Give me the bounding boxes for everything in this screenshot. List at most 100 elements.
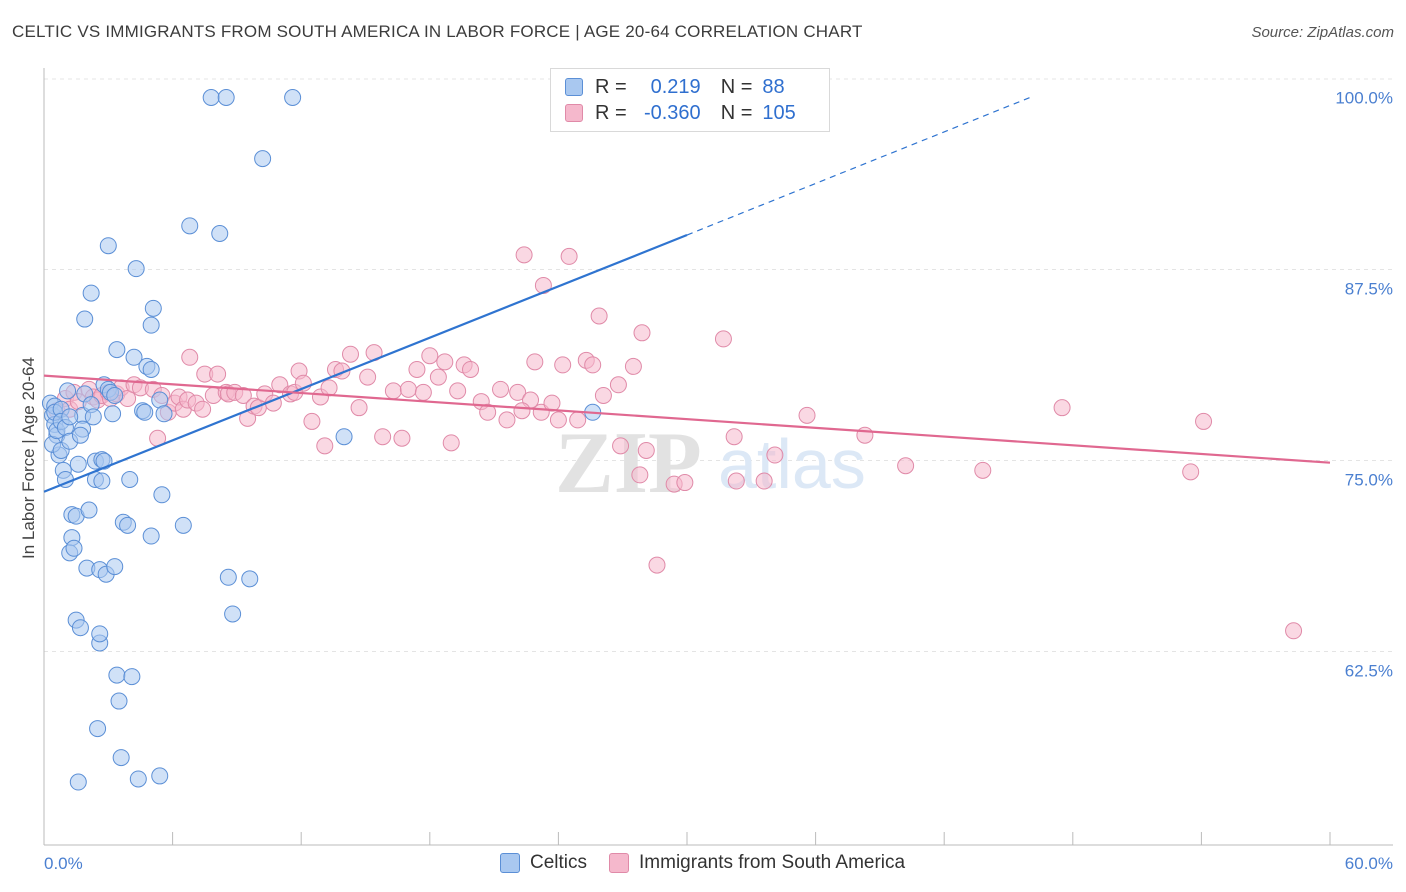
celtics-point [125, 348, 143, 366]
immigrants-point [414, 383, 432, 401]
celtics-point [71, 426, 89, 444]
immigrants-point [676, 474, 694, 492]
legend-row-immigrants: R = -0.360 N = 105 [565, 100, 796, 126]
immigrants-point [492, 380, 510, 398]
celtics-point [219, 568, 237, 586]
immigrants-point [974, 461, 992, 479]
celtics-point [144, 299, 162, 317]
immigrants-point [1053, 399, 1071, 417]
immigrants-point [584, 356, 602, 374]
immigrants-swatch [565, 104, 583, 122]
legend-item-immigrants[interactable]: Immigrants from South America [609, 852, 905, 874]
celtics-point [254, 150, 272, 168]
immigrants-point [408, 360, 426, 378]
immigrants-point [436, 353, 454, 371]
celtics-point [224, 605, 242, 623]
stats-legend: R = 0.219 N = 88 R = -0.360 N = 105 [550, 68, 830, 132]
celtics-point [108, 666, 126, 684]
immigrants-legend-swatch [609, 853, 630, 873]
immigrants-point [560, 247, 578, 265]
n-label: N = [720, 101, 753, 124]
n-value: 105 [762, 101, 796, 124]
celtics-legend-label: Celtics [530, 852, 588, 873]
celtics-point [69, 773, 87, 791]
immigrants-point [498, 411, 516, 429]
celtics-point [121, 471, 139, 488]
immigrants-point [1182, 463, 1200, 481]
immigrants-point [462, 360, 480, 378]
immigrants-trend-line [43, 374, 1331, 464]
celtics-point [119, 516, 137, 534]
series-legend: Celtics Immigrants from South America [500, 852, 927, 874]
celtics-trend-line [43, 233, 688, 493]
celtics-point [99, 237, 117, 255]
gridlines [44, 78, 1393, 652]
n-label: N = [720, 75, 753, 98]
celtics-point [82, 284, 100, 302]
immigrants-point [181, 348, 199, 366]
immigrants-point [609, 376, 627, 394]
celtics-point [142, 360, 160, 378]
celtics-point [89, 720, 107, 738]
celtics-point [69, 455, 87, 473]
immigrants-point [384, 382, 402, 400]
celtics-point [136, 403, 154, 421]
x-tick-label-min: 0.0% [44, 854, 83, 873]
celtics-point [108, 341, 126, 359]
immigrants-point [755, 472, 773, 490]
immigrants-point [359, 368, 377, 386]
immigrants-point [624, 357, 642, 375]
r-label: R = [595, 101, 627, 124]
y-tick-labels: 100.0% 87.5% 75.0% 62.5% [1335, 89, 1393, 681]
x-tick-label-max: 60.0% [1345, 854, 1393, 873]
legend-row-celtics: R = 0.219 N = 88 [565, 74, 785, 100]
immigrants-point [594, 386, 612, 404]
celtics-point [151, 767, 169, 785]
n-value: 88 [762, 75, 785, 98]
immigrants-point [766, 446, 784, 464]
immigrants-point [1195, 412, 1213, 430]
y-tick-label: 100.0% [1335, 89, 1393, 108]
celtics-point [61, 408, 79, 426]
immigrants-point [727, 472, 745, 490]
immigrants-point [513, 402, 531, 420]
y-tick-label: 62.5% [1345, 662, 1393, 681]
celtics-point [127, 260, 145, 278]
legend-item-celtics[interactable]: Celtics [500, 852, 587, 874]
celtics-point [80, 501, 98, 519]
immigrants-point [399, 380, 417, 398]
celtics-point [174, 516, 192, 534]
source-credit: Source: ZipAtlas.com [1251, 24, 1394, 41]
celtics-point [123, 668, 141, 686]
celtics-point [110, 692, 128, 710]
celtics-point [181, 217, 199, 235]
celtics-point [211, 224, 229, 242]
immigrants-point [856, 426, 874, 444]
celtics-point [284, 89, 302, 106]
immigrants-legend-label: Immigrants from South America [639, 852, 906, 873]
immigrants-point [648, 556, 666, 574]
celtics-point [142, 316, 160, 334]
celtics-point [106, 386, 124, 404]
celtics-point [112, 749, 130, 767]
immigrants-point [421, 347, 439, 365]
immigrants-point [549, 411, 567, 429]
celtics-point [59, 382, 77, 400]
immigrants-point [393, 429, 411, 447]
immigrants-point [234, 386, 252, 404]
immigrants-point [209, 365, 227, 383]
immigrants-point [320, 379, 338, 397]
celtics-point [241, 570, 259, 588]
immigrants-point [714, 330, 732, 348]
chart-title: CELTIC VS IMMIGRANTS FROM SOUTH AMERICA … [12, 22, 863, 41]
immigrants-points [48, 246, 1303, 640]
immigrants-point [303, 412, 321, 430]
immigrants-point [429, 368, 447, 386]
celtics-point [106, 558, 124, 576]
y-tick-label: 87.5% [1345, 280, 1393, 299]
axes [43, 68, 1393, 846]
celtics-point [217, 89, 235, 106]
immigrants-point [631, 466, 649, 484]
celtics-point [153, 486, 171, 504]
